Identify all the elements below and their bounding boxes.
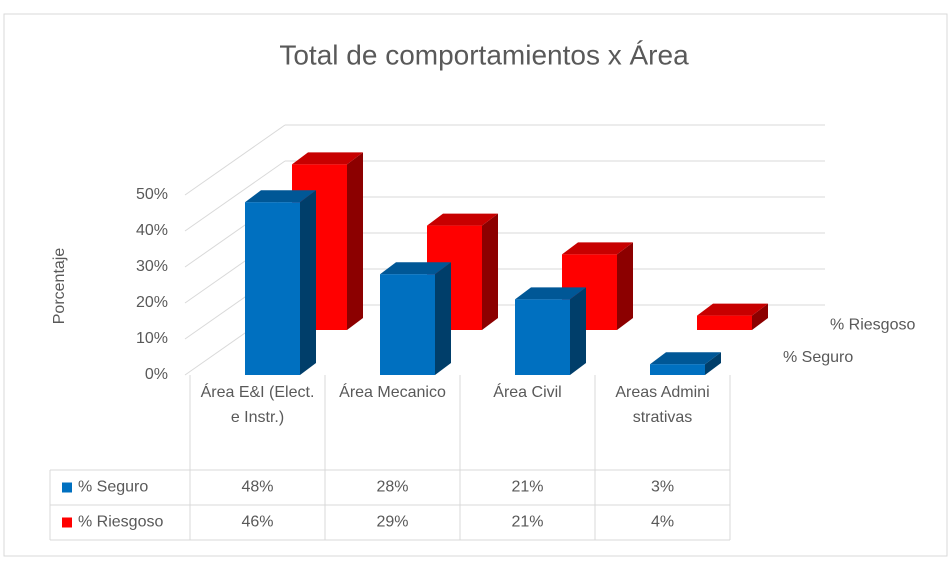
- bar-top: [292, 152, 363, 165]
- series-label: % Riesgoso: [830, 316, 915, 333]
- bar-front: [697, 315, 752, 330]
- bar-side: [570, 287, 586, 375]
- chart-title: Total de comportamientos x Área: [279, 39, 689, 70]
- bar: [380, 262, 451, 375]
- value-label: 46%: [241, 514, 273, 531]
- y-tick-label: 40%: [136, 222, 168, 239]
- value-label: 21%: [511, 479, 543, 496]
- bar-front: [245, 202, 300, 375]
- legend-label: % Seguro: [78, 479, 148, 496]
- y-tick-label: 10%: [136, 330, 168, 347]
- bar-top: [697, 303, 768, 316]
- legend-swatch: [62, 482, 72, 493]
- legend-label: % Riesgoso: [78, 514, 163, 531]
- bar: [515, 287, 586, 375]
- bar: [245, 190, 316, 375]
- bar-side: [752, 303, 768, 330]
- y-tick-label: 50%: [136, 186, 168, 203]
- bar: [697, 303, 768, 330]
- bar-top: [245, 190, 316, 203]
- bar-front: [380, 274, 435, 375]
- value-label: 28%: [376, 479, 408, 496]
- series-label: % Seguro: [783, 349, 853, 366]
- y-tick-label: 20%: [136, 294, 168, 311]
- chart-border: [3, 13, 948, 557]
- bar-front: [515, 299, 570, 375]
- bar-side: [300, 190, 316, 375]
- grid-line: [184, 160, 286, 232]
- bar-top: [562, 242, 633, 255]
- x-tick-label: Área Mecanico: [339, 384, 446, 401]
- value-label: 21%: [511, 514, 543, 531]
- y-tick-label: 30%: [136, 258, 168, 275]
- bar-side: [617, 242, 633, 330]
- value-label: 48%: [241, 479, 273, 496]
- bar-front: [650, 364, 705, 375]
- bar-top: [380, 262, 451, 275]
- x-tick-label: Areas Administrativas: [615, 384, 710, 426]
- bar-top: [650, 352, 721, 365]
- x-tick-label: Área E&I (Elect. e Instr.): [200, 384, 315, 426]
- value-label: 29%: [376, 514, 408, 531]
- bar-side: [435, 262, 451, 375]
- y-tick-label: 0%: [145, 366, 168, 383]
- y-axis-label: Porcentaje: [51, 248, 68, 325]
- bar-side: [347, 152, 363, 330]
- legend-swatch: [62, 517, 72, 528]
- bar: [650, 352, 721, 375]
- bar-side: [482, 213, 498, 330]
- grid-line: [184, 124, 286, 196]
- bar-side: [705, 352, 721, 375]
- bar-top: [515, 287, 586, 300]
- value-label: 3%: [651, 479, 674, 496]
- bar-top: [427, 213, 498, 226]
- value-label: 4%: [651, 514, 674, 531]
- x-tick-label: Área Civil: [493, 384, 562, 401]
